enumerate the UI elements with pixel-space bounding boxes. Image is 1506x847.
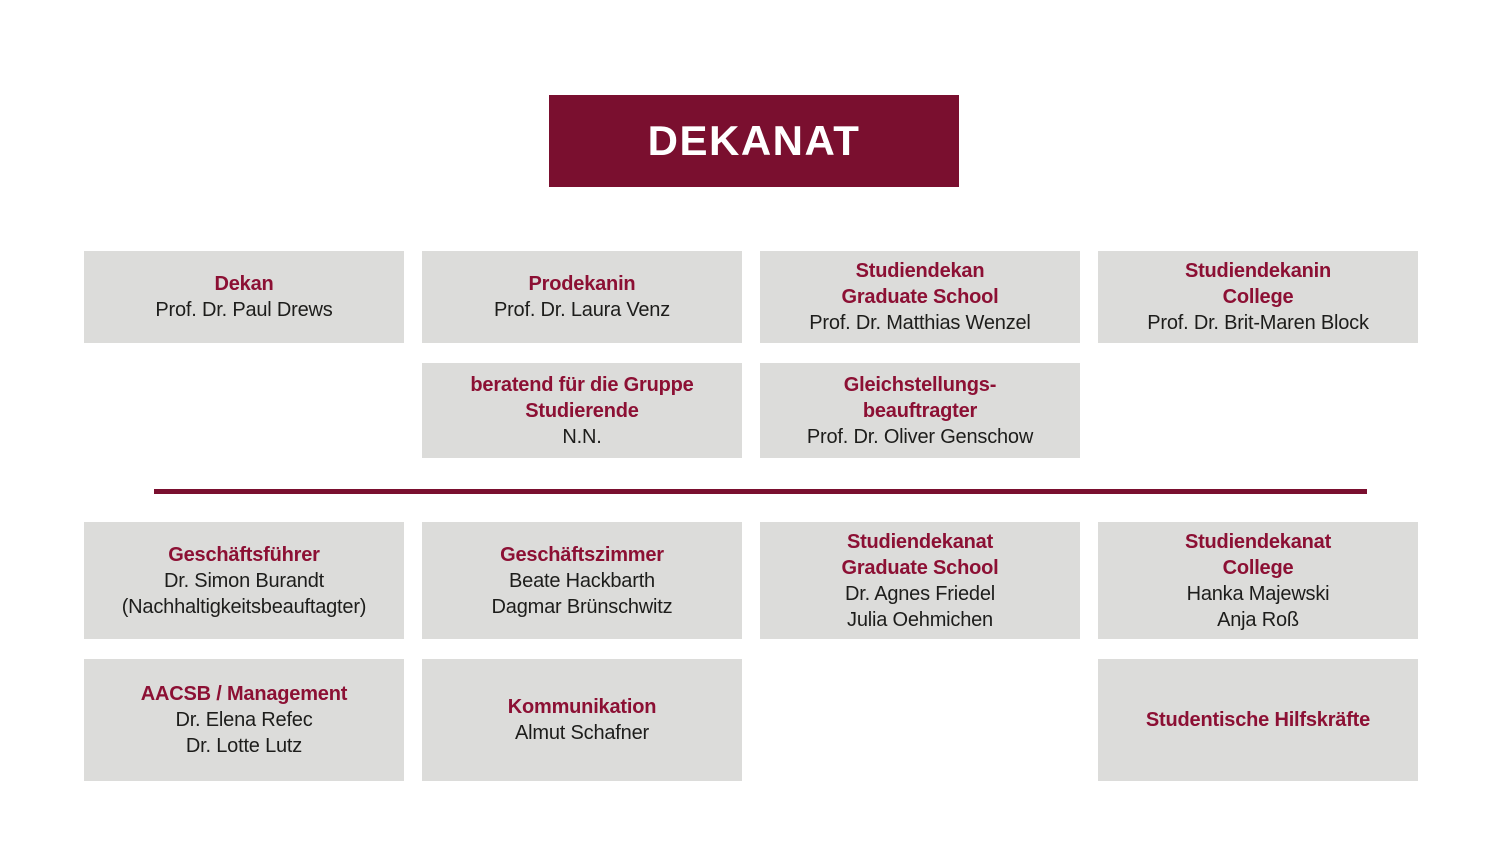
box-kommunikation: Kommunikation Almut Schafner <box>422 659 742 781</box>
box-title-line2: College <box>1222 556 1294 579</box>
box-title-line2: Graduate School <box>841 286 999 308</box>
box-person-line2: Anja Roß <box>1217 608 1299 631</box>
box-aacsb-management: AACSB / Management Dr. Elena Refec Dr. L… <box>84 659 404 781</box>
box-title: Studiendekanat <box>1184 530 1332 553</box>
divider-line <box>154 489 1367 494</box>
box-person: Prof. Dr. Oliver Genschow <box>806 425 1034 448</box>
box-title: Studiendekan <box>855 260 985 282</box>
box-person-line2: (Nachhaltigkeitsbeauftagter) <box>121 595 367 618</box>
box-title: Studiendekanat <box>846 530 994 553</box>
box-beratend-studierende: beratend für die Gruppe Studierende N.N. <box>422 363 742 458</box>
dekanat-title: DEKANAT <box>647 117 861 164</box>
box-person: Almut Schafner <box>515 722 649 744</box>
box-title: Gleichstellungs- <box>843 373 997 396</box>
box-studiendekanat-college: Studiendekanat College Hanka Majewski An… <box>1098 522 1418 639</box>
box-person: Prof. Dr. Laura Venz <box>493 299 671 321</box>
box-person: Prof. Dr. Matthias Wenzel <box>809 312 1031 334</box>
box-person-line2: Dr. Lotte Lutz <box>185 735 303 757</box>
box-title: Studentische Hilfskräfte <box>1145 709 1371 731</box>
box-title: beratend für die Gruppe <box>470 373 694 396</box>
box-person: Dr. Agnes Friedel <box>844 582 995 605</box>
box-person-line2: Julia Oehmichen <box>847 608 993 631</box>
box-title: Studiendekanin <box>1184 260 1332 282</box>
box-title: Kommunikation <box>507 696 657 718</box>
box-title: Geschäftsführer <box>168 543 320 566</box>
dekanat-header-box: DEKANAT <box>549 95 959 187</box>
box-person: Dr. Elena Refec <box>175 709 313 731</box>
box-title: Prodekanin <box>528 273 636 295</box>
box-studiendekanat-graduate-school: Studiendekanat Graduate School Dr. Agnes… <box>760 522 1080 639</box>
box-prodekanin: Prodekanin Prof. Dr. Laura Venz <box>422 251 742 343</box>
box-title-line2: beauftragter <box>862 399 978 422</box>
box-person: Hanka Majewski <box>1186 582 1330 605</box>
box-title-line2: Studierende <box>525 399 639 422</box>
box-person: N.N. <box>562 425 602 448</box>
box-title: Dekan <box>214 273 274 295</box>
box-person: Dr. Simon Burandt <box>163 569 324 592</box>
box-title: Geschäftszimmer <box>500 543 664 566</box>
box-studiendekanin-college: Studiendekanin College Prof. Dr. Brit-Ma… <box>1098 251 1418 343</box>
box-title-line2: College <box>1222 286 1294 308</box>
box-studiendekan-graduate-school: Studiendekan Graduate School Prof. Dr. M… <box>760 251 1080 343</box>
box-geschaeftsfuehrer: Geschäftsführer Dr. Simon Burandt (Nachh… <box>84 522 404 639</box>
box-person: Beate Hackbarth <box>509 569 655 592</box>
box-person: Prof. Dr. Brit-Maren Block <box>1147 312 1369 334</box>
box-title: AACSB / Management <box>140 683 348 705</box>
box-person: Prof. Dr. Paul Drews <box>155 299 333 321</box>
box-gleichstellungsbeauftragter: Gleichstellungs- beauftragter Prof. Dr. … <box>760 363 1080 458</box>
box-dekan: Dekan Prof. Dr. Paul Drews <box>84 251 404 343</box>
box-geschaeftszimmer: Geschäftszimmer Beate Hackbarth Dagmar B… <box>422 522 742 639</box>
box-studentische-hilfskraefte: Studentische Hilfskräfte <box>1098 659 1418 781</box>
box-person-line2: Dagmar Brünschwitz <box>491 595 673 618</box>
box-title-line2: Graduate School <box>841 556 999 579</box>
